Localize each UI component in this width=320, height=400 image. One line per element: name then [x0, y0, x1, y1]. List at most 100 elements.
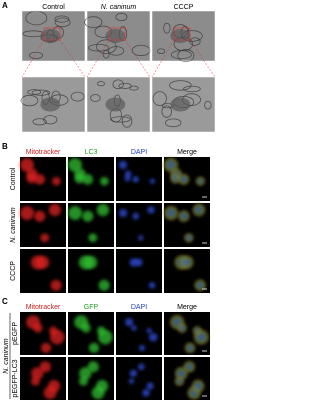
organelle	[40, 29, 61, 43]
panel-label: C	[2, 297, 8, 306]
panel-label: B	[2, 142, 8, 151]
zoom-line	[21, 39, 45, 78]
cell	[195, 206, 203, 214]
organelle	[163, 22, 171, 34]
fluorescence-image	[164, 357, 210, 400]
image-border	[21, 76, 86, 133]
cell	[98, 279, 110, 291]
cell	[81, 323, 91, 333]
organelle	[177, 49, 195, 63]
cell	[186, 235, 192, 241]
cell	[146, 382, 154, 390]
cell	[166, 208, 176, 218]
column-label: N. caninum	[101, 4, 137, 11]
cell	[138, 344, 146, 351]
fluorescence-image	[67, 157, 114, 201]
fluorescence-image	[68, 203, 114, 247]
organelle	[112, 79, 124, 90]
image-border	[86, 10, 151, 62]
figure: A B C Control N. caninum CCCP Mitotracker LC…	[2, 1, 216, 400]
cell	[67, 157, 82, 172]
cell	[98, 330, 113, 345]
organelle	[204, 100, 212, 110]
em-image	[151, 10, 216, 63]
row-label: CCCP	[10, 261, 17, 281]
cell	[40, 342, 52, 354]
cell	[47, 379, 61, 393]
image-border	[151, 10, 216, 62]
zoom-line	[124, 39, 151, 78]
fluorescence-image	[164, 249, 210, 293]
fluorescence-image	[116, 312, 162, 355]
row-label: pEGFP	[12, 322, 19, 345]
zoom-line	[86, 39, 110, 78]
cell	[176, 378, 183, 384]
fluorescence-image	[116, 357, 162, 400]
fluorescence-image	[68, 249, 114, 293]
row-label: Control	[10, 167, 17, 190]
cell	[95, 379, 109, 393]
fluorescence-image	[68, 357, 114, 400]
em-image	[86, 76, 151, 133]
cell	[100, 176, 109, 186]
organelle	[29, 51, 43, 59]
cell	[50, 279, 62, 291]
organelle	[70, 91, 85, 102]
cell	[147, 206, 155, 214]
cell	[128, 378, 135, 384]
organelle	[43, 115, 58, 125]
fluorescence-image	[116, 249, 162, 293]
organelle	[20, 94, 39, 107]
organelle	[105, 97, 126, 112]
cell	[186, 344, 194, 351]
organelle	[110, 116, 131, 123]
cell	[182, 258, 191, 267]
cell	[149, 178, 156, 184]
organelle	[170, 97, 191, 112]
organelle	[96, 81, 105, 87]
cell	[132, 176, 139, 183]
cell	[40, 233, 50, 243]
fluorescence-image	[20, 312, 66, 355]
cell	[173, 318, 182, 327]
em-image	[151, 76, 216, 133]
cell	[180, 212, 188, 220]
organelle	[115, 12, 128, 22]
column-label: Mitotracker	[26, 304, 61, 311]
fluorescence-image	[19, 157, 66, 201]
cell	[33, 323, 43, 333]
organelle	[108, 46, 125, 56]
fluorescence-image	[116, 157, 162, 201]
column-label: Merge	[177, 304, 197, 311]
cell	[52, 176, 61, 186]
cell	[88, 342, 100, 354]
cell	[125, 318, 134, 327]
cell	[82, 173, 93, 185]
organelle	[31, 89, 51, 96]
organelle	[54, 17, 71, 28]
organelle	[118, 82, 132, 89]
image-border	[151, 76, 216, 133]
cell	[82, 210, 94, 222]
fluorescence-image	[20, 249, 66, 293]
em-image	[20, 76, 86, 133]
fluorescence-image	[68, 312, 114, 355]
cell	[26, 173, 37, 184]
column-label: Mitotracker	[26, 149, 61, 156]
column-label: DAPI	[131, 149, 147, 156]
cell	[50, 330, 65, 345]
row-label: pEGFP-LC3	[12, 359, 19, 397]
cell	[146, 328, 152, 334]
cell	[34, 210, 46, 222]
organelle	[152, 91, 167, 106]
zoom-box	[108, 27, 126, 41]
cell	[134, 258, 143, 267]
organelle	[102, 50, 110, 59]
cell	[84, 255, 98, 269]
organelle	[169, 80, 192, 91]
fluorescence-image	[20, 203, 66, 247]
cell	[148, 332, 158, 342]
column-label: GFP	[84, 304, 99, 311]
organelle	[90, 94, 101, 102]
cell	[118, 160, 128, 170]
